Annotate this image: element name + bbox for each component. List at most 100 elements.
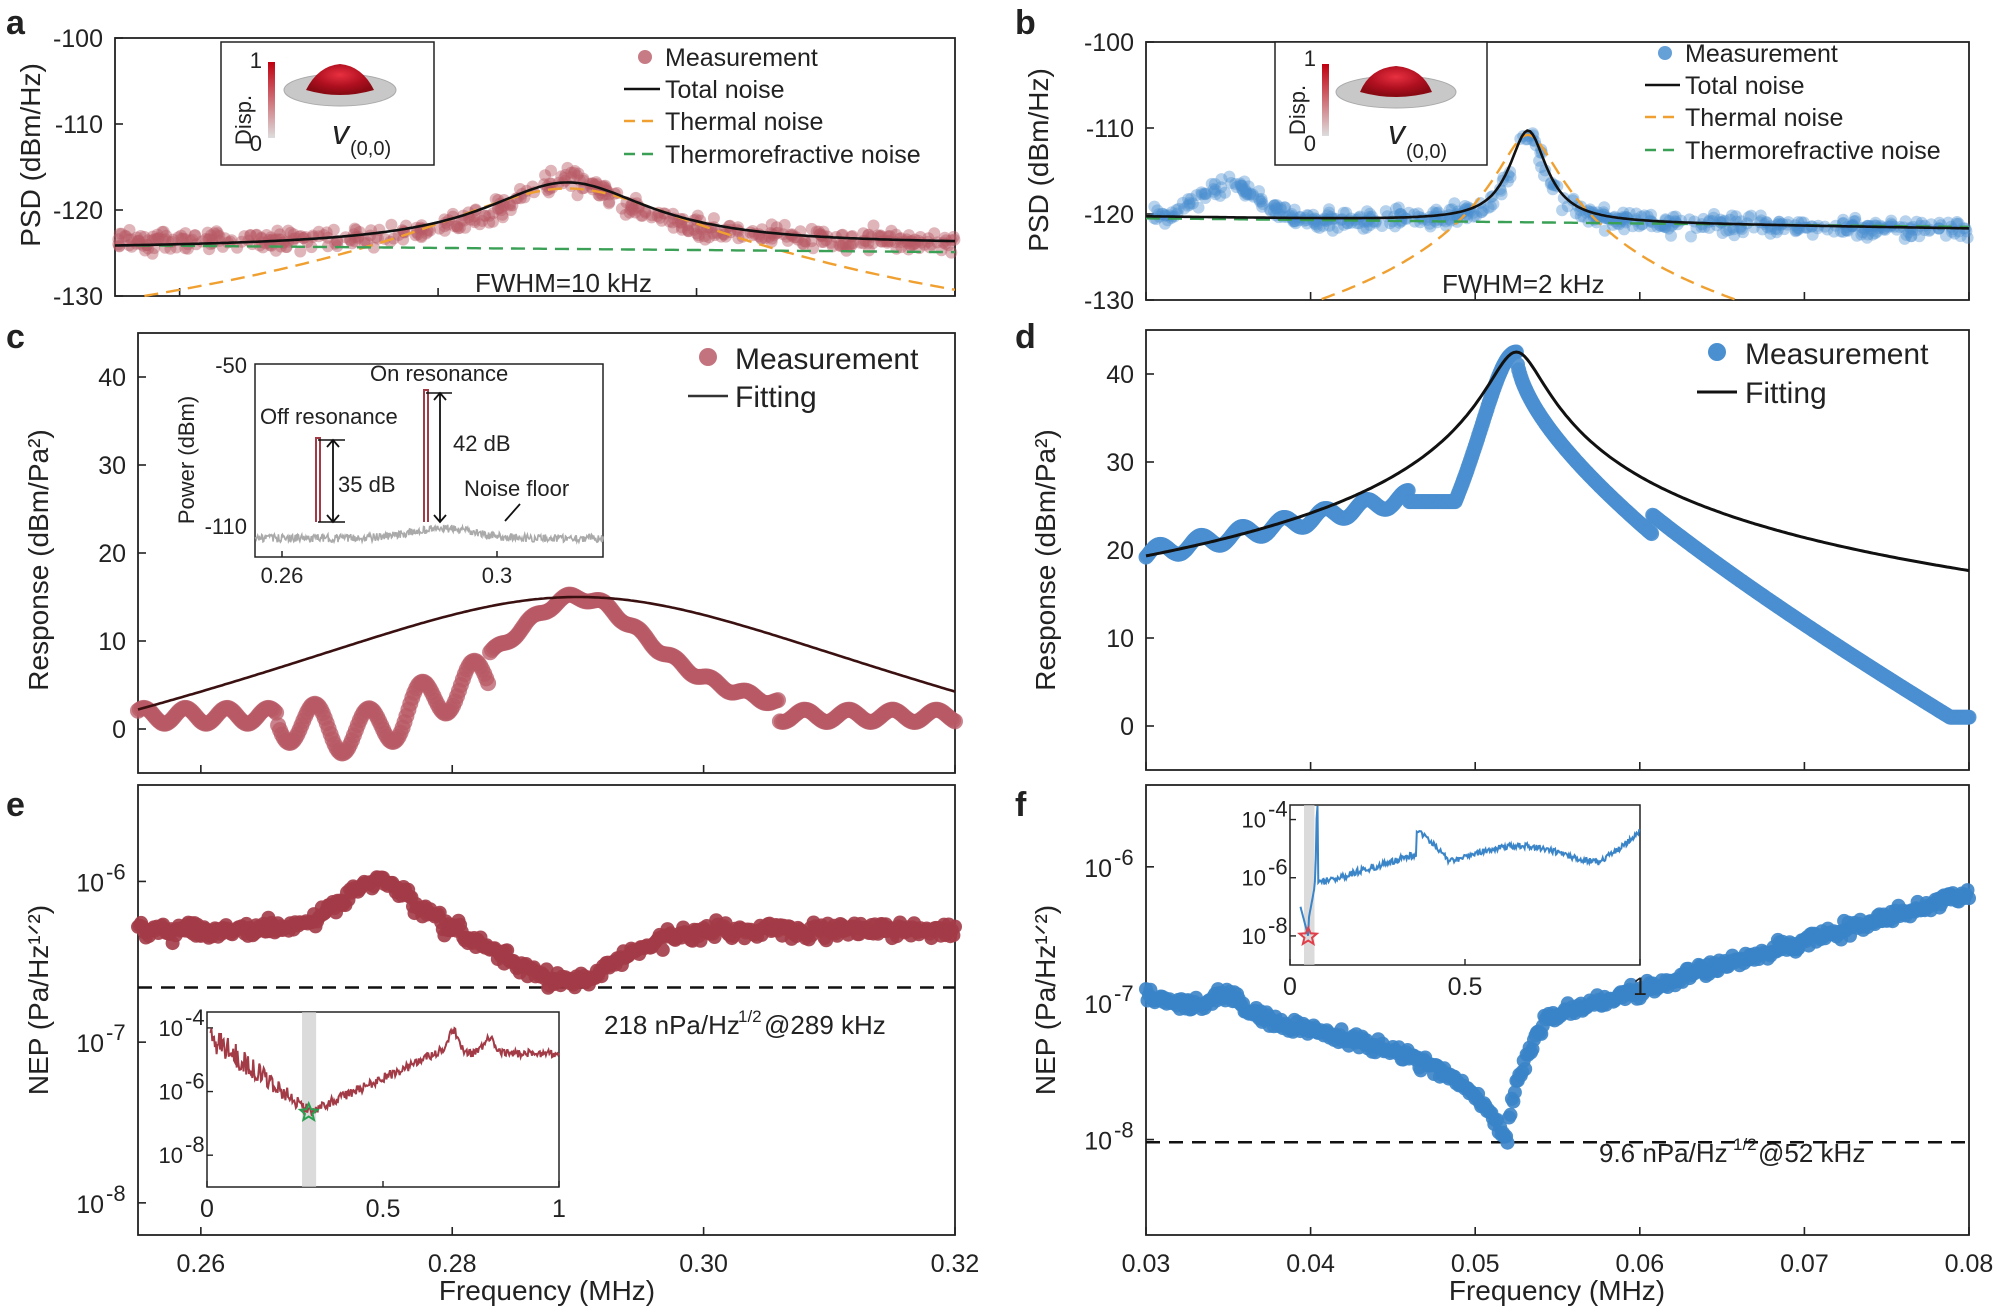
- panel-b-measurement-point: [1289, 217, 1302, 230]
- panel-b-measurement-point: [1754, 209, 1767, 222]
- panel-a-measurement-point: [231, 241, 244, 254]
- panel-a-measurement-point: [755, 232, 768, 245]
- panel-b-measurement-point: [1638, 209, 1651, 222]
- panel-a-measurement-point: [663, 215, 676, 228]
- panel-a-measurement-point: [201, 226, 214, 239]
- panel-a-measurement-point: [571, 189, 584, 202]
- panel-a-legend-thermorefractive: Thermorefractive noise: [665, 141, 921, 169]
- panel-b-fwhm-annotation: FWHM=2 kHz: [1442, 269, 1605, 299]
- panel-e-annotation-sup: 1/2: [738, 1007, 762, 1026]
- ytick-label: -110: [1086, 115, 1134, 143]
- panel-a-measurement-point: [895, 241, 908, 254]
- panel-a-measurement-point: [177, 232, 190, 245]
- inset-ytick-label: 10: [159, 1080, 183, 1105]
- panel-c-inset-on-label: On resonance: [370, 361, 508, 386]
- panel-a-measurement-point: [627, 202, 640, 215]
- panel-a-measurement-point: [287, 228, 300, 241]
- xtick-label: 0.04: [1286, 1250, 1335, 1278]
- panel-a-cbar-max: 1: [250, 48, 262, 73]
- panel-a-measurement-point: [410, 226, 423, 239]
- panel-b-legend-measurement: Measurement: [1685, 40, 1838, 68]
- panel-a-measurement-point: [385, 218, 398, 231]
- panel-b-measurement-point: [1848, 215, 1860, 228]
- panel-a-measurement-point: [438, 224, 451, 237]
- panel-b-measurement-point: [1841, 224, 1854, 237]
- panel-a-measurement-point: [812, 225, 825, 238]
- ytick-label: -120: [53, 197, 103, 225]
- panel-a-measurement-point: [558, 172, 571, 184]
- panel-f-nep-point: [1962, 891, 1976, 906]
- panel-a-measurement-point: [759, 232, 772, 245]
- panel-a-measurement-point: [504, 204, 517, 217]
- panel-a-measurement-point: [805, 222, 818, 235]
- panel-b-ylabel: PSD (dBm/Hz): [1023, 68, 1054, 252]
- panel-a-measurement-point: [125, 233, 138, 246]
- panel-a-measurement-point: [676, 221, 688, 234]
- panel-c-inset-noise-floor-label: Noise floor: [464, 476, 569, 501]
- panel-a-measurement-point: [476, 214, 489, 227]
- panel-b-legend-thermorefractive: Thermorefractive noise: [1685, 137, 1941, 165]
- panel-a-measurement-point: [902, 229, 915, 242]
- panel-d-legend-measurement: Measurement: [1745, 338, 1929, 371]
- panel-c-inset-off-peak: [315, 437, 321, 522]
- panel-a-measurement-point: [839, 238, 852, 251]
- panel-a-measurement-point: [138, 230, 151, 243]
- panel-a-measurement-point: [134, 230, 147, 242]
- panel-b-measurement-point: [1905, 230, 1918, 243]
- panel-a-measurement-point: [244, 229, 257, 242]
- panel-b-measurement-point: [1268, 199, 1281, 212]
- panel-a-measurement-point: [159, 233, 172, 246]
- panel-f-inset: 10-410-610-8 0 0.5 1: [1242, 797, 1647, 1001]
- panel-b-measurement-point: [1240, 188, 1253, 200]
- panel-b-measurement-point: [1707, 211, 1720, 224]
- panel-a-measurement-point: [655, 214, 668, 227]
- panel-a-measurement-point: [619, 208, 632, 221]
- panel-a-measurement-point: [151, 228, 164, 241]
- panel-a-measurement-point: [146, 247, 159, 260]
- panel-a-measurement-point: [799, 235, 812, 248]
- panel-e-inset-yticks: 10-410-610-8: [159, 1005, 213, 1168]
- ytick-label: -100: [1084, 29, 1134, 57]
- panel-f-annotation-value: 9.6 nPa/Hz: [1599, 1138, 1728, 1168]
- panel-a-measurement-point: [948, 233, 961, 246]
- panel-a-measurement-point: [503, 198, 516, 210]
- panel-a-measurement-point: [415, 229, 428, 242]
- panel-a-measurement-point: [415, 231, 428, 244]
- panel-b-measurement-point: [1806, 228, 1819, 241]
- panel-a-measurement-point: [904, 239, 917, 252]
- panel-b-measurement-point: [1476, 205, 1489, 218]
- panel-e-ylabel: NEP (Pa/Hz¹ᐟ²): [23, 905, 54, 1095]
- inset-ytick-label: 10: [1242, 924, 1266, 949]
- panel-a-measurement-point: [453, 221, 466, 234]
- panel-b-measurement-point: [1229, 177, 1242, 190]
- panel-a-measurement-point: [438, 220, 451, 233]
- panel-a-measurement-point: [826, 240, 839, 253]
- inset-ytick-label: 10: [1242, 866, 1266, 891]
- panel-b-measurement-point: [1727, 223, 1740, 236]
- panel-c-inset-ylabel: Power (dBm): [174, 396, 199, 524]
- xtick-label: 0.05: [1451, 1250, 1500, 1278]
- panel-d-legend: Measurement Fitting: [1697, 338, 1929, 410]
- ytick-label: 10: [76, 1191, 104, 1219]
- panel-b-measurement-point: [1274, 203, 1287, 216]
- panel-b-measurement-point: [1765, 220, 1777, 233]
- panel-b-measurement-point: [1443, 213, 1456, 226]
- panel-b-measurement-point: [1899, 215, 1912, 228]
- panel-b-measurement-point: [1287, 213, 1299, 226]
- panel-a-measurement-point: [902, 243, 915, 256]
- panel-b-measurement-point: [1737, 226, 1749, 239]
- panel-a-measurement-point: [327, 223, 340, 236]
- panel-b-measurement-point: [1482, 201, 1495, 214]
- panel-b-measurement-point: [1487, 198, 1500, 210]
- panel-c-inset-on-peak: [423, 389, 429, 522]
- panel-b-legend-thermal: Thermal noise: [1685, 104, 1843, 132]
- panel-b-measurement-point: [1254, 195, 1267, 208]
- panel-b-measurement-point: [1379, 205, 1392, 218]
- panel-a-measurement-point: [113, 227, 126, 240]
- panel-b-measurement-point: [1288, 203, 1301, 216]
- panel-b-measurement-point: [1770, 226, 1783, 239]
- panel-a-measurement-point: [698, 230, 711, 243]
- panel-a-measurement-point: [765, 232, 778, 245]
- panel-a-measurement-point: [753, 230, 766, 243]
- panel-b-measurement-point: [1256, 198, 1269, 210]
